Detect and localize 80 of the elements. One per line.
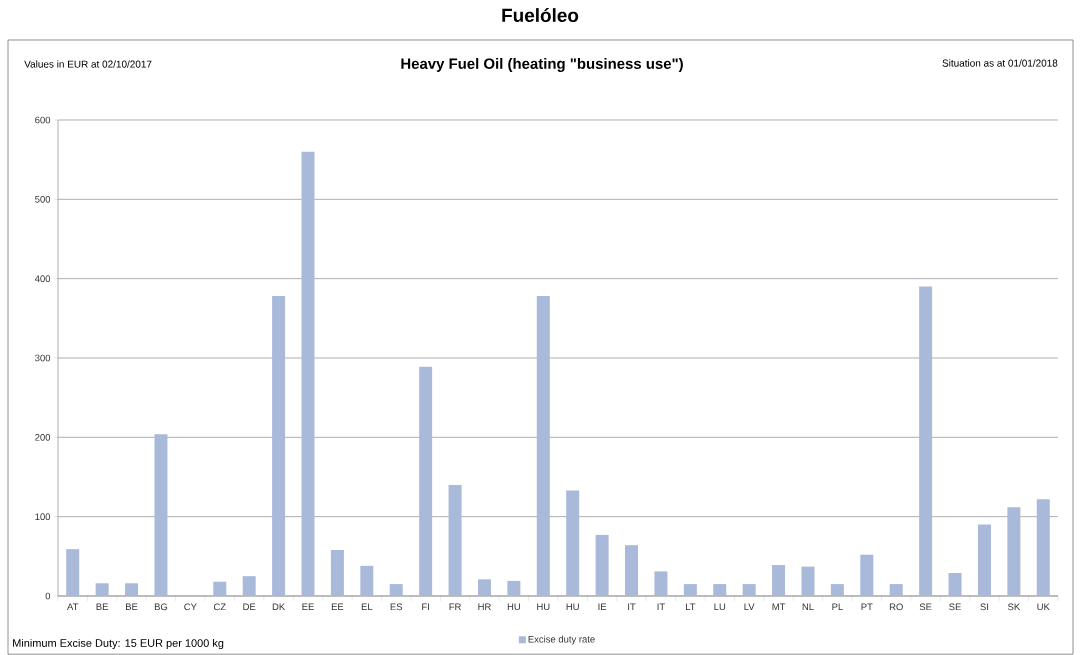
bar bbox=[860, 554, 874, 596]
bar bbox=[713, 584, 727, 596]
x-tick-label: CY bbox=[184, 603, 197, 611]
y-tick-label: 400 bbox=[34, 275, 51, 283]
bar bbox=[889, 584, 903, 596]
bar bbox=[654, 571, 668, 596]
legend-label: Excise duty rate bbox=[528, 635, 595, 645]
bar bbox=[683, 584, 697, 596]
x-tick-label: EL bbox=[361, 603, 373, 611]
x-tick-label: SE bbox=[919, 603, 932, 611]
y-tick-label: 200 bbox=[35, 433, 51, 441]
bar bbox=[242, 576, 256, 596]
bar bbox=[625, 545, 639, 596]
x-tick-label: HU bbox=[537, 603, 550, 611]
x-tick-label: DK bbox=[272, 603, 286, 611]
x-tick-label: HU bbox=[566, 603, 579, 611]
x-tick-label: BG bbox=[154, 603, 168, 611]
bar bbox=[1036, 499, 1050, 596]
x-tick-label: IT bbox=[657, 603, 665, 611]
x-tick-label: HU bbox=[507, 603, 520, 611]
bar bbox=[360, 565, 374, 596]
bar bbox=[154, 434, 168, 596]
bar bbox=[213, 581, 227, 596]
x-tick-label: ES bbox=[390, 603, 403, 611]
x-tick-label: MT bbox=[772, 603, 786, 611]
x-tick-label: HR bbox=[478, 603, 491, 611]
bar bbox=[477, 579, 491, 596]
x-tick-label: IT bbox=[628, 603, 636, 611]
x-tick-label: LT bbox=[685, 603, 696, 611]
y-tick-label: 300 bbox=[35, 354, 51, 362]
bar bbox=[389, 584, 403, 596]
bar bbox=[536, 296, 550, 596]
x-tick-label: RO bbox=[889, 603, 903, 611]
x-tick-label: PL bbox=[832, 603, 843, 611]
x-tick-label: SE bbox=[949, 603, 961, 611]
x-tick-label: FR bbox=[449, 603, 461, 611]
y-tick-label: 500 bbox=[35, 195, 51, 203]
y-tick-label: 600 bbox=[35, 116, 51, 124]
y-tick-label: 100 bbox=[35, 513, 51, 520]
x-tick-label: PT bbox=[861, 603, 873, 611]
x-tick-label: EE bbox=[331, 603, 344, 611]
bar bbox=[977, 524, 991, 596]
bar bbox=[448, 484, 462, 596]
bar bbox=[507, 580, 521, 596]
bar bbox=[272, 296, 286, 596]
y-tick-label: 0 bbox=[45, 592, 51, 600]
text: Values in EUR at 02/10/2017 bbox=[24, 60, 152, 68]
bar bbox=[301, 151, 315, 596]
x-tick-label: SI bbox=[980, 603, 989, 611]
text: Minimum Excise Duty: 15 EUR per 1000 kg bbox=[13, 638, 224, 650]
bar bbox=[772, 565, 786, 596]
x-tick-label: CZ bbox=[213, 603, 226, 611]
x-tick-label: UK bbox=[1037, 603, 1050, 611]
x-tick-label: IE bbox=[598, 603, 607, 611]
bar bbox=[742, 584, 756, 596]
bar bbox=[1007, 507, 1021, 596]
bar bbox=[66, 549, 80, 596]
x-tick-label: NL bbox=[802, 603, 814, 611]
x-tick-label: LU bbox=[714, 603, 726, 611]
x-tick-label: BE bbox=[126, 603, 138, 611]
bar bbox=[330, 549, 344, 596]
text: Situation as at 01/01/2018 bbox=[942, 59, 1058, 67]
bar bbox=[801, 566, 815, 596]
chart-subtitle: Heavy Fuel Oil (heating "business use") bbox=[401, 57, 683, 72]
x-tick-label: FI bbox=[422, 603, 429, 611]
bar bbox=[595, 534, 609, 596]
x-tick-label: SK bbox=[1007, 603, 1021, 611]
x-tick-label: AT bbox=[67, 603, 79, 611]
bar bbox=[566, 490, 580, 596]
bar bbox=[95, 583, 109, 596]
bar bbox=[125, 583, 139, 596]
x-tick-label: EE bbox=[302, 603, 314, 611]
bar bbox=[919, 286, 933, 596]
x-tick-label: LV bbox=[744, 603, 755, 611]
chart-title: Fuelóleo bbox=[502, 7, 579, 23]
x-tick-label: DE bbox=[243, 603, 256, 611]
x-tick-label: BE bbox=[96, 603, 109, 611]
bar bbox=[830, 584, 844, 596]
bar bbox=[948, 572, 962, 596]
bar bbox=[419, 366, 433, 596]
